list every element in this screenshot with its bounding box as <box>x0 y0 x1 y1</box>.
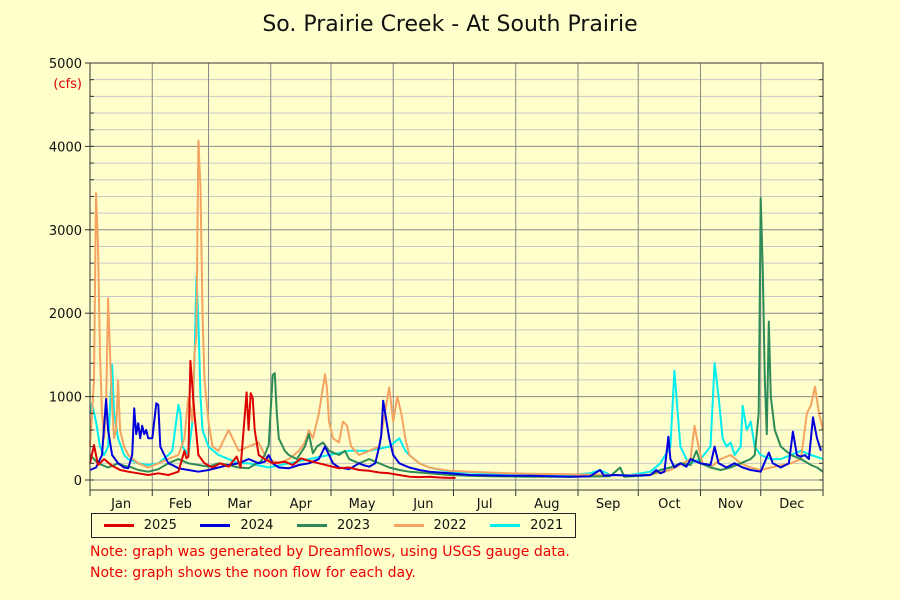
legend: 2025 2024 2023 2022 2021 <box>91 513 576 538</box>
chart-title: So. Prairie Creek - At South Prairie <box>262 12 638 37</box>
x-tick-label: May <box>349 497 376 512</box>
legend-swatch <box>200 524 231 527</box>
legend-label: 2021 <box>530 518 564 533</box>
x-tick-label: Sep <box>596 497 621 512</box>
y-unit-label: (cfs) <box>53 77 82 92</box>
legend-label: 2025 <box>143 518 177 533</box>
y-tick-label: 3000 <box>49 224 82 239</box>
plot-frame <box>89 62 824 491</box>
legend-label: 2024 <box>240 518 274 533</box>
x-tick-label: Nov <box>718 497 744 512</box>
note-source: Note: graph was generated by Dreamflows,… <box>90 544 570 560</box>
legend-item-2025: 2025 <box>103 518 177 533</box>
x-tick-label: Dec <box>779 497 804 512</box>
legend-swatch <box>490 524 521 527</box>
x-tick-label: Feb <box>169 497 192 512</box>
y-tick-label: 2000 <box>49 307 82 322</box>
legend-label: 2022 <box>433 518 467 533</box>
note-noon-flow: Note: graph shows the noon flow for each… <box>90 565 416 581</box>
legend-label: 2023 <box>336 518 371 533</box>
y-tick-label: 1000 <box>49 391 82 406</box>
legend-item-2022: 2022 <box>393 518 467 533</box>
x-tick-label: Jun <box>412 497 433 512</box>
series-line-2025 <box>89 359 456 479</box>
legend-swatch <box>296 524 327 527</box>
x-tick-label: Apr <box>290 497 313 512</box>
legend-swatch <box>393 524 424 527</box>
x-tick-label: Jan <box>110 497 131 512</box>
x-tick-label: Aug <box>534 497 559 512</box>
x-tick-label: Mar <box>227 497 252 512</box>
x-tick-label: Jul <box>476 497 493 512</box>
series-line-2021 <box>89 275 824 476</box>
series-line-2022 <box>89 139 824 477</box>
y-tick-label: 0 <box>74 474 82 489</box>
legend-swatch <box>103 524 134 527</box>
y-tick-label: 5000 <box>49 57 82 72</box>
y-tick-label: 4000 <box>49 140 82 155</box>
legend-item-2023: 2023 <box>296 518 371 533</box>
legend-item-2024: 2024 <box>200 518 273 533</box>
x-tick-label: Oct <box>658 497 680 512</box>
legend-item-2021: 2021 <box>490 518 563 533</box>
series-line-2023 <box>89 197 824 478</box>
series-line-2024 <box>89 398 822 478</box>
